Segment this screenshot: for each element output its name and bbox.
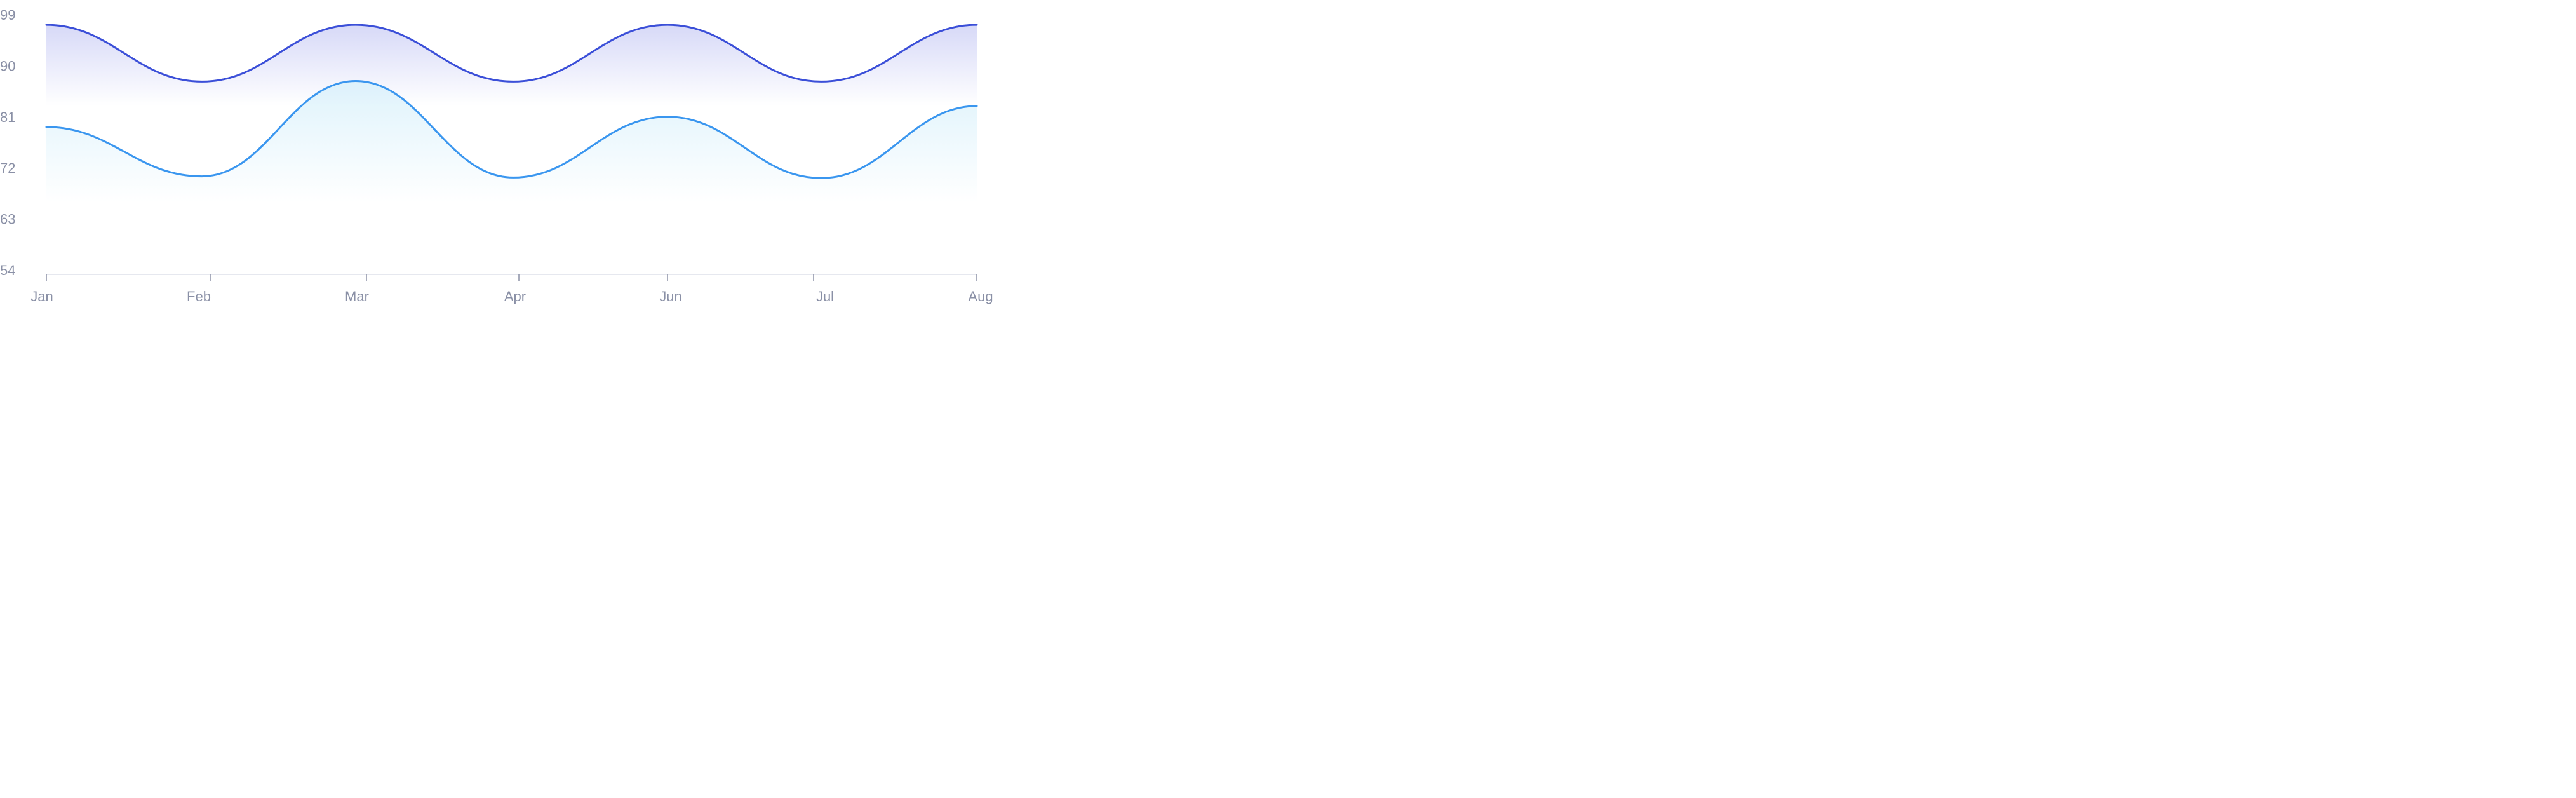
series-1-line (45, 24, 978, 83)
series-2-area (46, 81, 977, 203)
chart: 54 63 72 81 90 99 Jan Feb Mar Apr Jun Jul Aug (0, 0, 996, 308)
x-tick-label: Aug (968, 288, 993, 304)
x-axis-labels: Jan Feb Mar Apr Jun Jul Aug (30, 288, 993, 304)
y-tick-label: 90 (0, 58, 15, 74)
areas-layer (46, 25, 977, 203)
x-tick-label: Apr (504, 288, 526, 304)
x-tick-label: Mar (345, 288, 369, 304)
series-2-line (45, 80, 978, 179)
y-tick-label: 54 (0, 262, 15, 278)
y-axis-labels: 54 63 72 81 90 99 (0, 7, 15, 278)
y-tick-label: 81 (0, 109, 15, 125)
x-tick-label: Jun (659, 288, 681, 304)
area-chart: 54 63 72 81 90 99 Jan Feb Mar Apr Jun Jul Aug (0, 7, 993, 304)
series-1-area (46, 25, 977, 106)
x-tick-label: Feb (187, 288, 211, 304)
lines-layer (45, 24, 978, 179)
y-tick-label: 99 (0, 7, 15, 23)
y-tick-label: 63 (0, 212, 15, 227)
axis-layer (46, 274, 977, 281)
x-tick-label: Jul (816, 288, 834, 304)
y-tick-label: 72 (0, 160, 15, 176)
x-tick-label: Jan (30, 288, 53, 304)
